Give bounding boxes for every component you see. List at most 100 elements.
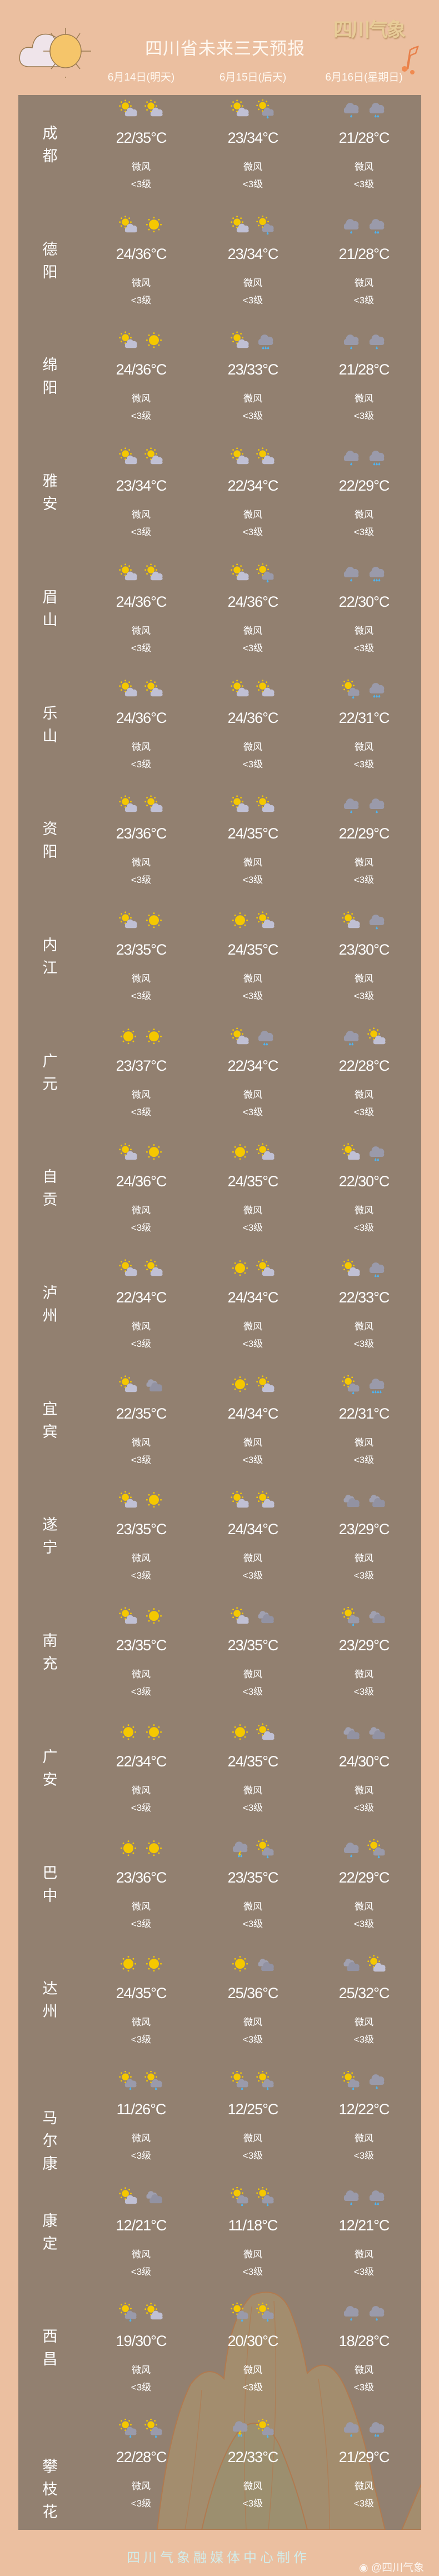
temperature: 24/35°C	[227, 825, 279, 842]
wind-description: 微风	[132, 393, 151, 405]
partly-cloudy-icon	[342, 911, 360, 928]
wind-description: 微风	[355, 973, 373, 984]
light-rain-icon	[369, 335, 385, 350]
weather-icons	[197, 563, 308, 583]
partly-cloudy-icon	[231, 216, 249, 232]
temperature: 22/34°C	[227, 477, 279, 495]
weather-icons	[197, 1027, 308, 1047]
weather-icons	[86, 1027, 197, 1047]
wind-level: <3级	[353, 1686, 375, 1698]
partly-cloudy-icon	[256, 1491, 275, 1508]
weather-icons	[86, 1955, 197, 1975]
weather-icons	[308, 2070, 420, 2091]
partly-cloudy-icon	[119, 2186, 137, 2204]
shower-icon	[256, 215, 274, 234]
partly-cloudy-icon	[231, 447, 249, 465]
shower-icon	[231, 2070, 248, 2090]
wind-level: <3级	[131, 2034, 152, 2045]
temperature: 22/34°C	[116, 1753, 167, 1770]
wind-level: <3级	[131, 758, 152, 770]
weather-icons	[86, 2303, 197, 2323]
sun-cloud-illustration-icon	[19, 28, 91, 78]
weather-icons	[308, 2419, 420, 2439]
temperature: 23/36°C	[116, 1869, 167, 1886]
wind-level: <3级	[353, 642, 375, 653]
overcast-icon	[146, 2190, 162, 2203]
wind-level: <3级	[353, 179, 375, 189]
partly-cloudy-icon	[119, 795, 137, 812]
weather-icons	[86, 1259, 197, 1279]
date-day-1: 6月14日(明天)	[107, 72, 175, 83]
wind-level: <3级	[131, 875, 152, 886]
thunder-shower-icon	[232, 2421, 248, 2438]
sunny-icon	[146, 1956, 162, 1972]
temperature: 22/31°C	[338, 1405, 390, 1422]
shower-icon	[119, 2419, 137, 2438]
shower-icon	[342, 679, 360, 698]
partly-cloudy-icon	[119, 216, 137, 232]
weather-icons	[308, 679, 420, 700]
wind-description: 微风	[132, 1321, 151, 1332]
partly-cloudy-icon	[367, 1955, 386, 1972]
weather-icons	[86, 2186, 197, 2207]
weather-icons	[308, 2187, 420, 2207]
wind-description: 微风	[355, 1669, 373, 1680]
weather-icons	[86, 679, 197, 700]
light-rain-icon	[343, 1842, 359, 1857]
wind-level: <3级	[242, 2150, 263, 2161]
wind-description: 微风	[355, 625, 373, 636]
heavy-rain-icon	[258, 335, 273, 350]
city-name: 资阳	[42, 821, 58, 861]
weather-icons	[197, 2070, 308, 2091]
wind-level: <3级	[242, 642, 263, 653]
wind-level: <3级	[242, 1106, 263, 1117]
overcast-icon	[258, 1959, 274, 1971]
temperature: 23/36°C	[116, 825, 167, 842]
weather-icons	[197, 2419, 308, 2439]
wind-level: <3级	[353, 1454, 375, 1465]
wind-level: <3级	[131, 1802, 152, 1813]
rainstorm-icon	[369, 1378, 385, 1394]
partly-cloudy-icon	[119, 331, 137, 348]
partly-cloudy-icon	[119, 1375, 137, 1392]
partly-cloudy-icon	[342, 1143, 360, 1160]
weather-icons	[308, 1027, 420, 1047]
wind-description: 微风	[355, 2017, 373, 2028]
wind-description: 微风	[243, 2017, 262, 2028]
partly-cloudy-icon	[256, 1375, 275, 1392]
wind-description: 微风	[132, 741, 151, 752]
wind-description: 微风	[355, 1901, 373, 1912]
wind-level: <3级	[131, 990, 152, 1001]
city-row: 巴中 23/36°C 微风 <3级 23/35°C 微风 <3级 22/29°C 微风 <3级	[18, 1835, 421, 1951]
sunny-icon	[120, 1724, 137, 1740]
light-rain-icon	[343, 103, 359, 118]
temperature: 22/33°C	[338, 1289, 390, 1306]
weather-icons	[197, 1375, 308, 1395]
shower-icon	[256, 563, 274, 582]
temperature: 24/35°C	[116, 1985, 167, 2002]
city-row: 成都 22/35°C 微风 <3级 23/34°C 微风 <3级 21/28°C 微风 <3级	[18, 95, 421, 211]
wind-level: <3级	[353, 527, 375, 538]
light-rain-icon	[343, 335, 359, 350]
wind-level: <3级	[242, 2382, 263, 2393]
temperature: 21/29°C	[338, 2449, 390, 2465]
weather-icons	[86, 563, 197, 583]
weather-icons	[308, 795, 420, 815]
wind-description: 微风	[355, 2133, 373, 2144]
city-row: 绵阳 24/36°C 微风 <3级 23/33°C 微风 <3级 21/28°C 微风 <3级	[18, 327, 421, 443]
temperature: 24/36°C	[116, 245, 167, 262]
city-name: 广安	[42, 1748, 58, 1788]
city-name: 眉山	[42, 588, 58, 628]
wind-description: 微风	[132, 510, 151, 521]
wind-level: <3级	[242, 875, 263, 886]
forecast-panel: 成都 22/35°C 微风 <3级 23/34°C 微风 <3级 21/28°C 微风 <3级 德阳…	[18, 95, 421, 2530]
moderate-rain-icon	[369, 1262, 385, 1277]
temperature: 12/21°C	[338, 2216, 390, 2234]
partly-cloudy-icon	[231, 563, 249, 580]
mountain-illustration-icon	[156, 2292, 421, 2530]
weather-icons	[86, 2419, 197, 2439]
partly-cloudy-icon	[119, 1259, 137, 1276]
temperature: 25/32°C	[338, 1985, 390, 2002]
wind-description: 微风	[243, 1089, 262, 1100]
city-name: 马尔康	[42, 2110, 58, 2173]
